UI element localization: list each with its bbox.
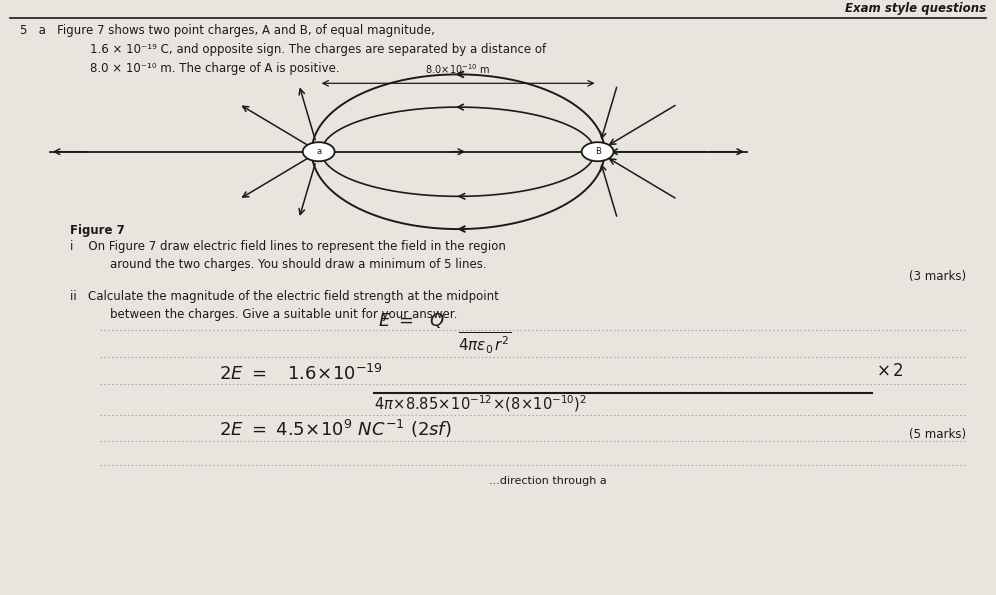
Text: (5 marks): (5 marks): [909, 428, 966, 441]
Text: $2E\ =\ \ \ 1.6\!\times\!10^{-19}$: $2E\ =\ \ \ 1.6\!\times\!10^{-19}$: [219, 364, 383, 384]
Text: 1.6 × 10⁻¹⁹ C, and opposite sign. The charges are separated by a distance of: 1.6 × 10⁻¹⁹ C, and opposite sign. The ch…: [90, 43, 546, 57]
Text: around the two charges. You should draw a minimum of 5 lines.: around the two charges. You should draw …: [110, 258, 486, 271]
Text: (3 marks): (3 marks): [909, 270, 966, 283]
Text: between the charges. Give a suitable unit for your answer.: between the charges. Give a suitable uni…: [110, 308, 457, 321]
Text: $\overline{4\pi\varepsilon_0\,r^2}$: $\overline{4\pi\varepsilon_0\,r^2}$: [458, 330, 511, 356]
Text: $E\ =\ \ Q$: $E\ =\ \ Q$: [378, 311, 445, 330]
Text: 5   a   Figure 7 shows two point charges, A and B, of equal magnitude,: 5 a Figure 7 shows two point charges, A …: [20, 24, 435, 37]
Text: $2E\ =\ 4.5\!\times\!10^9\ NC^{-1}\ (2sf)$: $2E\ =\ 4.5\!\times\!10^9\ NC^{-1}\ (2sf…: [219, 418, 452, 440]
Text: Figure 7: Figure 7: [70, 224, 124, 237]
Circle shape: [582, 142, 614, 161]
Text: ii   Calculate the magnitude of the electric field strength at the midpoint: ii Calculate the magnitude of the electr…: [70, 290, 499, 303]
Text: ...direction through a: ...direction through a: [489, 476, 607, 486]
Text: $4\pi\!\times\!8.85\!\times\!10^{-12}\!\times\!(8\!\times\!10^{-10})^2$: $4\pi\!\times\!8.85\!\times\!10^{-12}\!\…: [374, 393, 587, 414]
Text: i    On Figure 7 draw electric field lines to represent the field in the region: i On Figure 7 draw electric field lines …: [70, 240, 506, 253]
Circle shape: [303, 142, 335, 161]
Text: a: a: [316, 147, 322, 156]
Text: Exam style questions: Exam style questions: [845, 2, 986, 15]
Text: $\times\,2$: $\times\,2$: [876, 362, 904, 380]
Text: 8.0 × 10⁻¹⁰ m. The charge of A is positive.: 8.0 × 10⁻¹⁰ m. The charge of A is positi…: [90, 62, 340, 75]
Text: B: B: [595, 147, 601, 156]
Text: $8.0\!\times\!10^{-10}$ m: $8.0\!\times\!10^{-10}$ m: [425, 62, 491, 76]
